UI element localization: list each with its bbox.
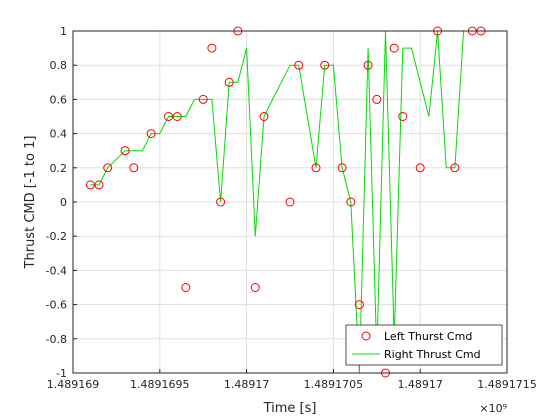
- y-tick-label: 0.4: [50, 128, 68, 141]
- left-thrust-point: [120, 146, 130, 156]
- left-thrust-point: [181, 283, 191, 292]
- axis-ticks: 1.489169 1.4891695 1.48917 1.4891705 1.48917…: [46, 25, 537, 391]
- legend: Left Thurst Cmd Right Thrust Cmd: [345, 324, 503, 366]
- legend-marker-left: [361, 331, 371, 341]
- x-tick-label: 1.48917: [397, 378, 443, 391]
- y-tick-label: -0.8: [46, 333, 67, 346]
- series-left-thrust: [85, 26, 486, 378]
- left-thrust-point: [172, 112, 182, 121]
- left-thrust-point: [129, 163, 139, 173]
- x-tick-label: 1.48917: [224, 378, 270, 391]
- left-thrust-point: [216, 197, 226, 207]
- left-thrust-point: [103, 163, 113, 173]
- left-thrust-point: [294, 60, 304, 70]
- left-thrust-point: [450, 163, 460, 173]
- left-thrust-point: [285, 197, 295, 207]
- y-axis-title: Thrust CMD [-1 to 1]: [23, 136, 38, 270]
- x-tick-label: 1.489169: [47, 378, 100, 391]
- left-thrust-point: [259, 112, 269, 121]
- legend-label-left: Left Thurst Cmd: [384, 330, 472, 343]
- legend-box: [345, 324, 503, 366]
- x-tick-label: 1.4891705: [304, 378, 364, 391]
- left-thrust-point: [363, 60, 373, 70]
- legend-label-right: Right Thrust Cmd: [384, 348, 481, 361]
- left-thrust-point: [146, 129, 156, 139]
- y-tick-label: 0: [60, 196, 67, 209]
- left-thrust-point: [346, 197, 356, 207]
- left-thrust-point: [320, 60, 330, 70]
- left-thrust-point: [372, 94, 382, 104]
- left-thrust-point: [224, 77, 234, 87]
- x-tick-label: 1.4891695: [130, 378, 190, 391]
- y-tick-label: -0.6: [46, 299, 67, 312]
- left-thrust-point: [311, 163, 321, 173]
- left-thrust-point: [250, 283, 260, 292]
- y-tick-label: -1: [56, 367, 67, 380]
- x-axis-title: Time [s]: [263, 401, 317, 416]
- left-thrust-point: [398, 112, 408, 121]
- y-tick-label: 1: [60, 25, 67, 38]
- x-exponent-label: ×10⁹: [479, 402, 507, 415]
- left-thrust-point: [85, 180, 95, 190]
- left-thrust-point: [337, 163, 347, 173]
- left-thrust-point: [164, 112, 173, 121]
- y-tick-label: 0.8: [50, 59, 68, 72]
- y-tick-label: 0.2: [50, 162, 68, 175]
- left-thrust-point: [94, 180, 104, 190]
- left-thrust-point: [207, 43, 217, 53]
- left-thrust-point: [354, 300, 364, 310]
- x-tick-label: 1.4891715: [477, 378, 537, 391]
- left-thrust-point: [415, 163, 425, 173]
- y-tick-label: -0.4: [46, 264, 67, 277]
- left-thrust-point: [389, 43, 399, 53]
- left-thrust-point: [198, 94, 208, 104]
- y-tick-label: -0.2: [46, 230, 67, 243]
- y-tick-label: 0.6: [50, 93, 68, 106]
